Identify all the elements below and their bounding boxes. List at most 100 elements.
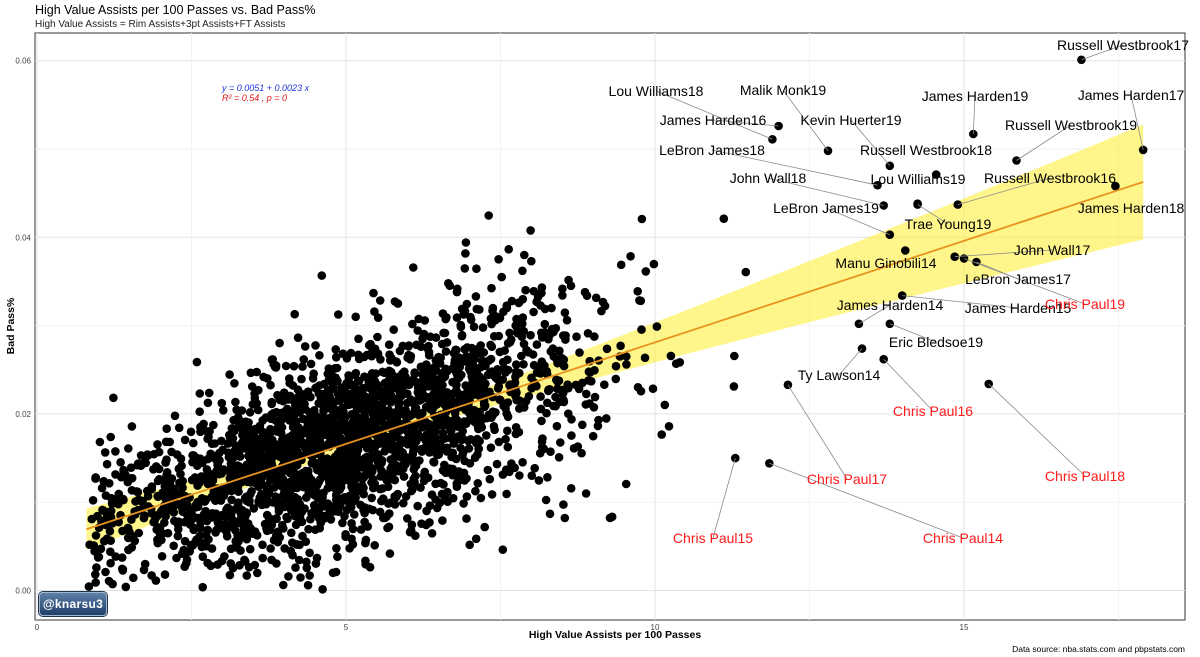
data-point [174,517,183,526]
data-point [345,380,355,390]
data-point [226,559,235,568]
data-point [315,351,324,360]
data-point [438,516,447,525]
data-point [405,411,415,421]
data-point [506,335,516,344]
y-tick-label: 0.02 [15,410,31,419]
data-point [210,439,220,448]
data-point [660,400,670,410]
data-point [501,434,510,444]
data-point [730,351,739,361]
data-point [464,444,474,453]
data-point [431,356,441,365]
data-point [512,360,521,369]
data-point [671,359,681,369]
data-point [467,411,477,420]
data-point [242,496,252,506]
data-point [413,429,423,438]
data-point [518,266,527,276]
data-point [106,506,116,516]
data-point [366,339,375,349]
labeled-data-point [1111,181,1120,191]
data-point [217,436,226,446]
data-point [461,238,471,247]
data-point [641,267,651,276]
data-point [217,556,227,566]
data-point [290,435,299,444]
data-point [96,544,106,554]
data-point [149,449,159,459]
data-point [123,524,133,533]
data-point [492,459,502,469]
point-label: Lou Williams18 [609,83,704,99]
data-point [207,479,216,488]
data-point [314,399,324,408]
data-point [101,567,110,577]
data-point [240,555,249,565]
data-point [203,558,212,568]
data-point [223,485,233,495]
data-point [258,540,267,550]
data-point [505,328,514,338]
data-point [347,534,356,544]
data-point [575,348,584,357]
data-point [410,369,420,378]
data-point [234,462,244,471]
point-label: Kevin Huerter19 [800,112,901,128]
data-point [413,326,423,335]
data-point [373,457,383,466]
data-point [143,450,152,459]
data-point [496,395,505,405]
data-point [321,430,331,440]
data-point [317,511,327,521]
data-point [304,466,313,476]
data-point [529,307,538,317]
data-point [590,392,600,402]
data-point [225,570,235,580]
data-point [393,299,403,308]
data-point [403,514,412,523]
data-point [448,377,457,387]
data-point [558,291,567,300]
point-label: Manu Ginobili14 [835,255,936,271]
data-point [248,400,258,409]
data-point [196,518,205,527]
label-leader-line [972,95,976,135]
data-point [519,326,528,336]
data-point [233,482,243,492]
data-point [502,489,511,499]
data-point [382,476,392,485]
data-point [426,332,435,342]
data-point [411,471,420,481]
data-point [162,455,171,465]
data-point [91,570,100,579]
x-axis-title: High Value Assists per 100 Passes [529,629,702,641]
data-point [169,541,178,551]
data-point [524,348,533,357]
data-point [419,331,428,341]
label-leader-line [954,249,1053,258]
watermark-badge: @knarsu3 [39,592,107,616]
data-point [622,360,631,369]
point-label: James Harden19 [922,88,1029,104]
data-point [401,492,411,501]
data-point [311,341,320,350]
data-point [493,384,503,393]
data-point [249,504,259,513]
data-point [324,473,333,483]
data-point [501,404,510,413]
data-point [180,536,190,546]
data-point [284,435,293,444]
data-point [136,451,146,460]
data-point [504,245,513,254]
data-point [442,447,452,456]
data-point [230,505,240,514]
data-point [559,361,569,371]
data-point [512,314,521,324]
data-point [285,479,295,488]
data-point [375,400,385,410]
point-label: Eric Bledsoe19 [889,334,983,350]
data-point [340,493,349,502]
data-point [369,439,379,449]
data-point [274,503,284,512]
